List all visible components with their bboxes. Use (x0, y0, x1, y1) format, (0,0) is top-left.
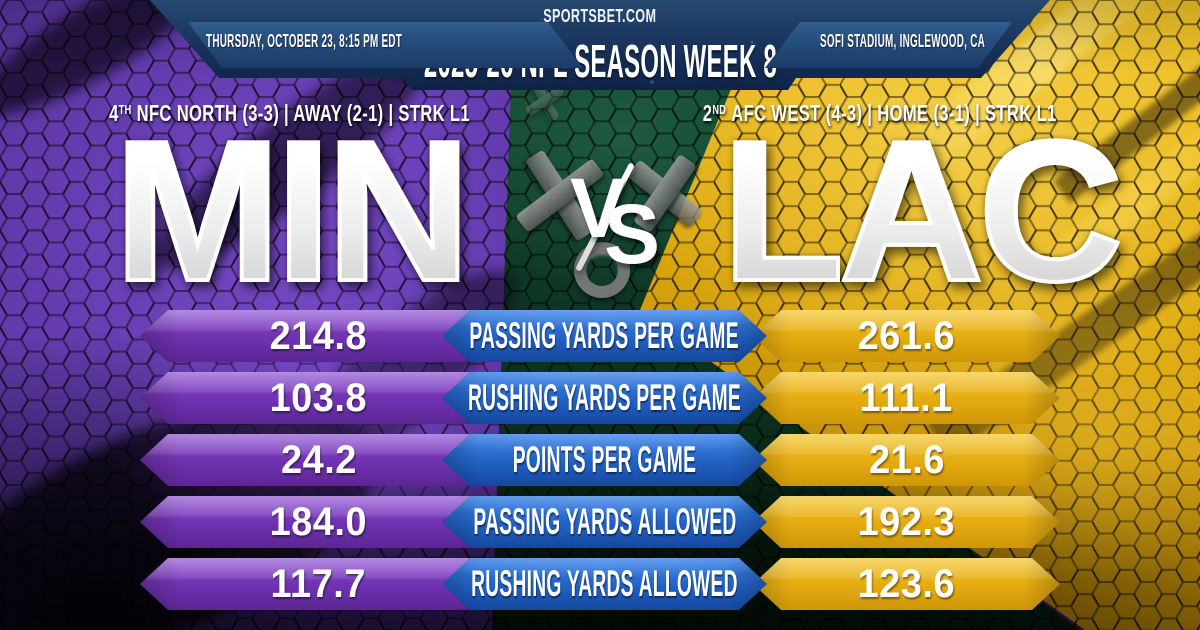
stat-row: 184.0 192.3 PASSING YARDS ALLOWED (0, 496, 1200, 548)
game-datetime-banner: THURSDAY, OCTOBER 23, 8:15 PM EDT (188, 22, 583, 68)
stat-row: 103.8 111.1 RUSHING YARDS PER GAME (0, 372, 1200, 424)
home-stat-bar: 261.6 (753, 310, 1060, 362)
home-stat-value: 123.6 (857, 561, 956, 606)
home-stat-bar: 192.3 (753, 496, 1060, 548)
game-datetime: THURSDAY, OCTOBER 23, 8:15 PM EDT (206, 31, 563, 52)
home-stat-value: 261.6 (857, 313, 956, 358)
home-stat-value: 192.3 (857, 499, 956, 544)
site-url: SPORTSBET.COM (150, 6, 1050, 27)
away-record-detail: NFC NORTH (3-3) | AWAY (2-1) | STRK L1 (137, 100, 470, 126)
venue-text: SOFI STADIUM, INGLEWOOD, CA (820, 31, 986, 51)
stat-row: 117.7 123.6 RUSHING YARDS ALLOWED (0, 558, 1200, 610)
stat-label: PASSING YARDS PER GAME (469, 315, 740, 356)
away-stat-value: 184.0 (269, 499, 368, 544)
stat-label: POINTS PER GAME (512, 439, 697, 480)
home-team-abbr: LAC (650, 110, 1190, 314)
home-stat-bar: 21.6 (753, 434, 1060, 486)
stat-label: PASSING YARDS ALLOWED (472, 501, 737, 542)
away-team-record: 4TH NFC NORTH (3-3) | AWAY (2-1) | STRK L… (20, 100, 560, 127)
vs-letter-v: V (570, 161, 627, 255)
home-rank: 2 (703, 100, 713, 126)
stats-table: 214.8 261.6 PASSING YARDS PER GAME 103.8… (0, 310, 1200, 620)
game-datetime-text: THURSDAY, OCTOBER 23, 8:15 PM EDT (206, 31, 403, 51)
away-stat-bar: 24.2 (140, 434, 497, 486)
home-team-record: 2ND AFC WEST (4-3) | HOME (3-1) | STRK L1 (630, 100, 1130, 127)
home-stat-value: 21.6 (868, 437, 945, 482)
venue: SOFI STADIUM, INGLEWOOD, CA (820, 31, 1012, 52)
stat-row: 214.8 261.6 PASSING YARDS PER GAME (0, 310, 1200, 362)
away-stat-bar: 103.8 (140, 372, 497, 424)
home-record-detail: AFC WEST (4-3) | HOME (3-1) | STRK L1 (732, 100, 1057, 126)
home-stat-value: 111.1 (859, 375, 954, 420)
away-stat-value: 24.2 (280, 437, 357, 482)
stat-label-bar: RUSHING YARDS PER GAME (442, 372, 767, 424)
home-team-record-text: 2ND AFC WEST (4-3) | HOME (3-1) | STRK L1 (703, 100, 1057, 127)
away-stat-bar: 214.8 (140, 310, 497, 362)
stat-row: 24.2 21.6 POINTS PER GAME (0, 434, 1200, 486)
away-team-record-text: 4TH NFC NORTH (3-3) | AWAY (2-1) | STRK L… (110, 100, 471, 127)
away-rank: 4 (110, 100, 120, 126)
home-rank-suffix: ND (712, 103, 727, 117)
site-url-text: SPORTSBET.COM (543, 6, 657, 26)
away-stat-value: 214.8 (269, 313, 368, 358)
stat-label: RUSHING YARDS ALLOWED (471, 563, 738, 604)
stat-label-bar: POINTS PER GAME (442, 434, 767, 486)
stat-label: RUSHING YARDS PER GAME (468, 377, 741, 418)
stat-label-bar: RUSHING YARDS ALLOWED (442, 558, 767, 610)
away-stat-value: 117.7 (270, 561, 367, 606)
home-stat-bar: 111.1 (753, 372, 1060, 424)
away-rank-suffix: TH (119, 103, 133, 117)
home-stat-bar: 123.6 (753, 558, 1060, 610)
venue-banner: SOFI STADIUM, INGLEWOOD, CA (765, 22, 1012, 68)
stat-label-bar: PASSING YARDS PER GAME (442, 310, 767, 362)
away-stat-bar: 184.0 (140, 496, 497, 548)
vs-letter-s: S (604, 187, 661, 281)
stat-label-bar: PASSING YARDS ALLOWED (442, 496, 767, 548)
away-team-abbr: MIN (20, 110, 560, 314)
away-stat-bar: 117.7 (140, 558, 497, 610)
away-stat-value: 103.8 (269, 375, 368, 420)
